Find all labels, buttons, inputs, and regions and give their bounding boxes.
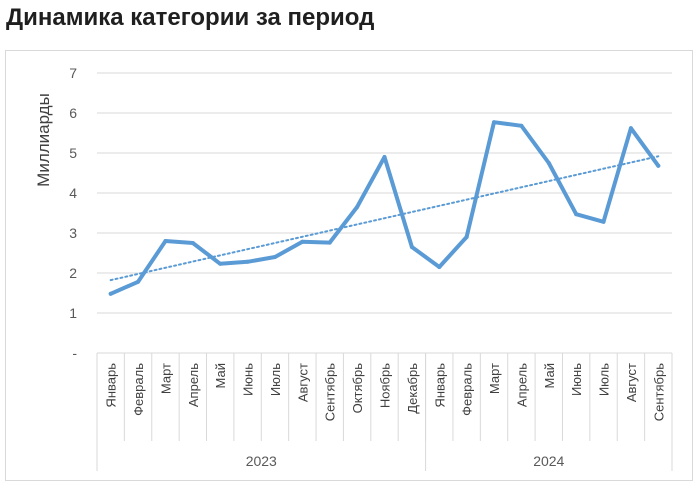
category-label: Июль [268,363,283,396]
data-point [327,240,332,245]
y-tick-label: 6 [69,105,77,121]
data-point [272,255,277,259]
page-title: Динамика категории за период [6,4,375,31]
data-point [355,205,360,209]
data-point [409,245,414,249]
data-point [519,123,524,128]
y-tick-label: 3 [69,225,77,241]
category-label: Апрель [514,363,529,407]
data-point [300,239,305,244]
category-label: Февраль [460,363,475,416]
y-tick-label: 2 [69,265,77,281]
category-labels: Январь Февраль Март Апрель Май Июнь Июль Август… [104,363,667,421]
category-label: Февраль [131,363,146,416]
data-point [574,212,579,217]
category-label: Август [624,363,639,402]
y-tick-label: 7 [69,65,77,81]
y-tick-label: 5 [69,145,77,161]
category-label: Март [487,363,502,394]
category-label: Сентябрь [323,363,338,421]
y-axis-ticks: - 1 2 3 4 5 6 7 [69,65,77,361]
category-label: Октябрь [350,363,365,414]
category-label: Май [542,363,557,388]
chart-frame [5,50,693,481]
data-point [108,291,113,296]
year-group-labels: 2023 2024 [246,453,565,469]
data-point [546,161,551,165]
data-point [163,239,168,243]
category-label: Сентябрь [651,363,666,421]
data-point [136,279,141,284]
y-tick-label: - [72,345,77,361]
year-label: 2023 [246,453,277,469]
series-layer [108,120,661,296]
gridlines [97,72,672,314]
data-point [492,120,497,125]
data-point [656,163,661,168]
data-point [245,259,250,264]
y-axis-label: Миллиарды [34,93,53,187]
category-label: Апрель [186,363,201,407]
series-line [108,120,661,296]
trendline-layer [109,155,660,282]
category-label: Июль [597,363,612,396]
year-label: 2024 [533,453,564,469]
y-tick-label: 4 [69,185,77,201]
y-tick-label: 1 [69,305,77,321]
category-label: Декабрь [405,363,420,414]
data-point [382,155,387,159]
data-point [628,126,633,131]
category-label: Август [295,363,310,402]
data-point [437,265,442,269]
category-label: Ноябрь [378,363,393,408]
category-label: Январь [432,363,447,408]
data-point [601,219,606,224]
category-label: Январь [104,363,119,408]
category-label: Май [213,363,228,388]
trendline [109,155,660,282]
data-point [464,235,469,239]
category-label: Июнь [241,363,256,396]
data-point [218,261,223,266]
category-label: Март [158,363,173,394]
data-point [190,241,195,245]
category-axis [96,352,673,471]
category-label: Июнь [569,363,584,396]
